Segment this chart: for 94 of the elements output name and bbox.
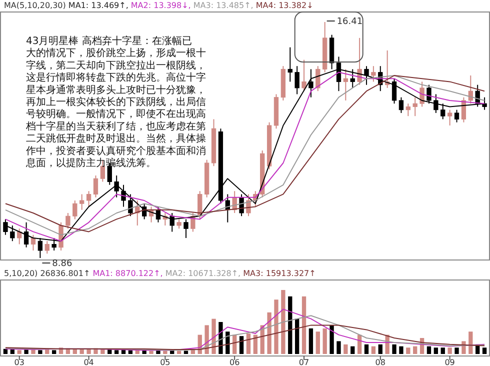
candlestick (128, 194, 133, 217)
bar (448, 348, 452, 354)
candlestick (66, 212, 70, 230)
bar (371, 346, 376, 354)
bar (426, 346, 432, 354)
candlestick (371, 66, 376, 82)
candlestick (58, 222, 64, 251)
text: MA3: 15913.327↑ (243, 269, 316, 278)
bar (246, 334, 251, 354)
x-tick-label: 09 (444, 358, 455, 366)
bar (364, 344, 369, 354)
bar (114, 350, 119, 354)
candlestick (225, 194, 230, 223)
candlestick (17, 228, 22, 245)
bar (406, 348, 410, 354)
annotation: 16.41 (336, 17, 363, 27)
bar (302, 296, 306, 354)
x-tick-label: 08 (375, 358, 386, 366)
bar (86, 348, 91, 354)
candlestick (392, 78, 397, 104)
candlestick (440, 103, 446, 120)
x-tick-label: 04 (84, 358, 94, 366)
candlestick (398, 96, 404, 114)
text: MA3: 13.485↑, (193, 1, 256, 10)
bar (45, 350, 50, 354)
bar (10, 350, 14, 354)
candlestick (406, 103, 410, 117)
bar (80, 350, 84, 354)
candlestick (294, 66, 300, 95)
bar (149, 350, 154, 354)
candlestick (434, 94, 438, 114)
bar (100, 348, 105, 354)
bar (392, 344, 396, 354)
bar (308, 328, 314, 354)
bar (413, 346, 418, 354)
bar (434, 348, 438, 354)
candlestick (170, 212, 174, 232)
bar (294, 318, 300, 354)
bar (440, 348, 445, 354)
bar (316, 332, 320, 354)
legend-title: MA(5,10,20,30) (4, 1, 68, 10)
candlestick (468, 74, 473, 104)
candlestick (184, 218, 188, 238)
text: MA2: 10671.328↑, (165, 269, 244, 278)
candlestick (288, 46, 292, 82)
bar (336, 341, 341, 354)
text: 8.86 (52, 259, 72, 269)
bar (378, 344, 382, 354)
bar (52, 350, 56, 354)
text: 43月明星棒 高档弃十字星：在涨幅已大的情况下，股价跳空上扬，形成一根十字线，第二天却向下跳空拉出一根阴线，这是行情即将转盘下跌的先兆。高位十字星本身通常表明多头上攻时已十分犹豫，再加上一根实体较长的下跌阴线，出局信号较明确。一般情况下，即使不在出现高档十字星的当天获利了结，也应考虑在第二天跳低开盘时及时退出。当然，具体操作中，投资者要认真研究个股基本面和消息面，以提防主力骗线洗筹。 (26, 36, 206, 169)
bar (468, 332, 473, 354)
bar (281, 290, 286, 354)
candlestick (80, 194, 84, 210)
x-tick-label: 03 (14, 358, 24, 366)
bar (184, 350, 188, 354)
candlestick (93, 174, 98, 198)
candlestick (44, 240, 50, 254)
bar (267, 312, 272, 354)
bar (38, 350, 42, 354)
bar (274, 300, 278, 354)
bar (288, 296, 292, 354)
bar (399, 346, 404, 354)
legend-title: 5,10,20) 26836.801↑ (4, 269, 93, 278)
candlestick (86, 190, 92, 208)
bar (344, 344, 348, 354)
bar (330, 325, 334, 354)
bar (176, 350, 182, 354)
text: MA1: 8870.122↑, (92, 269, 166, 278)
text: MA4: 13.382↓ (256, 1, 314, 10)
bar (482, 348, 487, 354)
x-tick-label: 05 (160, 358, 170, 366)
candlestick (454, 109, 460, 123)
candlestick (30, 234, 36, 251)
candlestick (447, 109, 452, 126)
bar (322, 328, 327, 354)
candlestick (114, 174, 119, 198)
bar (239, 336, 244, 354)
bar (17, 350, 22, 354)
bar (163, 350, 168, 354)
text: MA2: 13.398↓, (130, 1, 194, 10)
candlestick (412, 96, 418, 117)
x-tick-label: 07 (298, 358, 310, 366)
x-tick-label: 06 (229, 358, 240, 366)
candlestick (176, 218, 182, 230)
bar (454, 348, 459, 354)
candlestick (302, 59, 306, 92)
candlestick (426, 84, 432, 104)
candlestick (72, 200, 78, 220)
text: MA1: 13.469↑, (68, 1, 131, 10)
bar (350, 346, 355, 354)
candlestick (343, 68, 348, 101)
bar (253, 334, 258, 354)
candlestick (121, 184, 126, 208)
candlestick (198, 190, 202, 220)
